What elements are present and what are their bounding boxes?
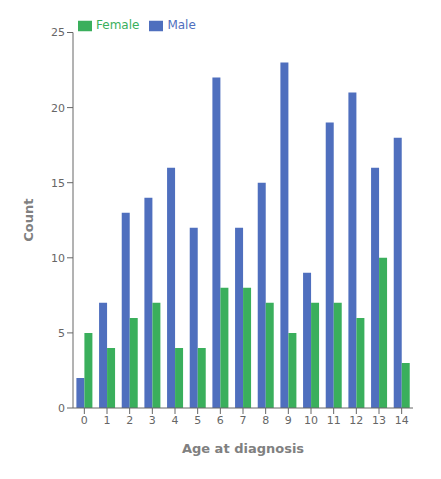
svg-text:25: 25	[51, 26, 65, 39]
svg-text:2: 2	[126, 414, 133, 427]
svg-text:0: 0	[58, 402, 65, 415]
svg-text:7: 7	[240, 414, 247, 427]
svg-text:20: 20	[51, 102, 65, 115]
svg-text:9: 9	[285, 414, 292, 427]
svg-text:5: 5	[58, 327, 65, 340]
svg-text:12: 12	[349, 414, 363, 427]
html-text:Female: Female	[96, 18, 140, 32]
html-text:Male: Male	[167, 18, 196, 32]
svg-text:4: 4	[172, 414, 179, 427]
svg-text:Count: Count	[21, 199, 36, 242]
svg-text:8: 8	[262, 414, 269, 427]
svg-text:14: 14	[395, 414, 409, 427]
svg-text:6: 6	[217, 414, 224, 427]
svg-text:10: 10	[51, 252, 65, 265]
svg-text:5: 5	[194, 414, 201, 427]
svg-text:10: 10	[304, 414, 318, 427]
svg-text:1: 1	[104, 414, 111, 427]
svg-text:Age at diagnosis: Age at diagnosis	[182, 441, 304, 456]
svg-text:0: 0	[81, 414, 88, 427]
svg-text:13: 13	[372, 414, 386, 427]
svg-text:3: 3	[149, 414, 156, 427]
svg-text:11: 11	[327, 414, 341, 427]
svg-text:15: 15	[51, 177, 65, 190]
